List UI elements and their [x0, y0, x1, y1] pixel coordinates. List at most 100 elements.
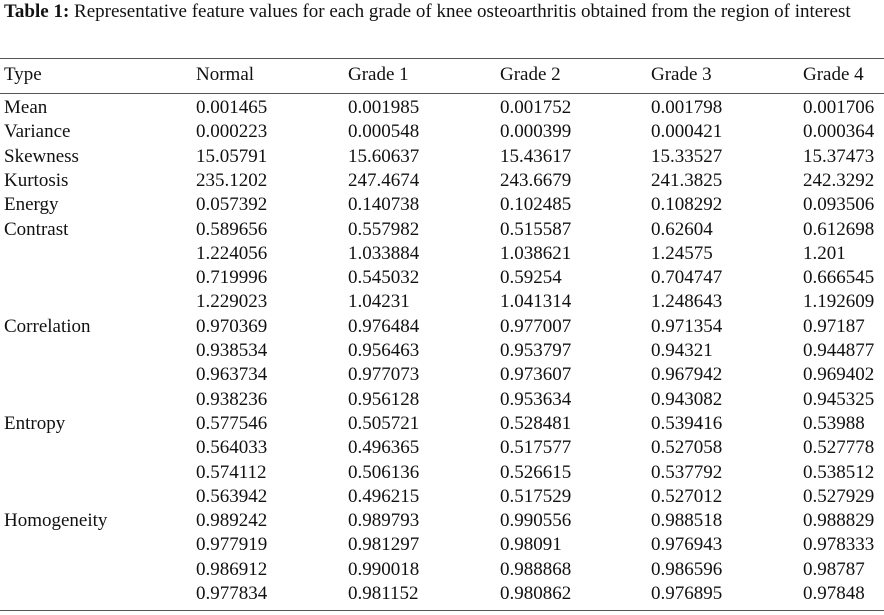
top-rule	[0, 58, 884, 59]
table-cell: 0.527778	[803, 437, 875, 459]
table-cell: 1.038621	[500, 242, 572, 264]
table-cell: 0.953634	[500, 388, 572, 410]
table-cell: 0.963734	[196, 364, 268, 386]
table-cell: 0.943082	[651, 388, 723, 410]
caption-text: Representative feature values for each g…	[74, 1, 851, 22]
table-cell: 0.589656	[196, 218, 268, 240]
table-cell: 1.248643	[651, 291, 723, 313]
table-cell: 243.6679	[500, 169, 572, 191]
row-type: Energy	[4, 194, 59, 216]
row-type: Contrast	[4, 218, 69, 240]
table-cell: 0.981297	[348, 534, 420, 556]
table-cell: 0.945325	[803, 388, 875, 410]
table-cell: 0.506136	[348, 461, 420, 483]
table-cell: 0.986912	[196, 558, 268, 580]
caption-label: Table 1:	[4, 1, 70, 22]
table-cell: 0.719996	[196, 267, 268, 289]
table-cell: 1.224056	[196, 242, 268, 264]
table-cell: 0.666545	[803, 267, 875, 289]
table-cell: 235.1202	[196, 169, 268, 191]
table-cell: 0.001752	[500, 97, 572, 118]
table-cell: 0.517577	[500, 437, 572, 459]
table-cell: 0.574112	[196, 461, 267, 483]
table-cell: 0.97848	[803, 583, 865, 604]
table-cell: 0.505721	[348, 412, 420, 434]
row-type: Kurtosis	[4, 169, 69, 191]
table-cell: 0.515587	[500, 218, 572, 240]
table-cell: 0.988868	[500, 558, 572, 580]
table-cell: 0.98091	[500, 534, 562, 556]
table-cell: 242.3292	[803, 169, 875, 191]
table-cell: 0.577546	[196, 412, 268, 434]
table-cell: 241.3825	[651, 169, 723, 191]
table-cell: 0.971354	[651, 315, 723, 337]
table-cell: 0.988518	[651, 510, 723, 532]
table-cell: 0.97187	[803, 315, 865, 337]
table-cell: 0.000548	[348, 121, 420, 143]
table-cell: 0.526615	[500, 461, 572, 483]
table-cell: 0.956128	[348, 388, 420, 410]
table-cell: 0.001465	[196, 97, 268, 118]
table-cell: 0.988829	[803, 510, 875, 532]
table-cell: 0.978333	[803, 534, 875, 556]
table-cell: 0.53988	[803, 412, 865, 434]
row-type: Homogeneity	[4, 510, 108, 532]
table-cell: 0.977834	[196, 583, 268, 604]
row-type: Skewness	[4, 145, 79, 167]
table-cell: 0.977007	[500, 315, 572, 337]
column-header: Normal	[196, 64, 255, 85]
table-cell: 0.956463	[348, 340, 420, 361]
table-cell: 0.938534	[196, 340, 268, 361]
table-cell: 0.140738	[348, 194, 420, 216]
table-cell: 0.977073	[348, 364, 420, 386]
table-cell: 1.033884	[348, 242, 420, 264]
table-cell: 0.545032	[348, 267, 420, 289]
table-cell: 0.496365	[348, 437, 420, 459]
table-cell: 0.527058	[651, 437, 723, 459]
table-cell: 0.973607	[500, 364, 572, 386]
column-header: Grade 4	[803, 64, 864, 85]
table-cell: 0.102485	[500, 194, 572, 216]
header-rule	[0, 93, 884, 94]
table-cell: 1.041314	[500, 291, 572, 313]
table-cell: 15.05791	[196, 145, 268, 167]
table-cell: 0.989793	[348, 510, 420, 532]
table-cell: 15.37473	[803, 145, 875, 167]
table-cell: 0.563942	[196, 485, 268, 507]
row-type: Mean	[4, 97, 48, 118]
table-cell: 0.528481	[500, 412, 572, 434]
table-cell: 0.001706	[803, 97, 875, 118]
table-cell: 0.527929	[803, 485, 875, 507]
column-header: Grade 2	[500, 64, 561, 85]
table-cell: 0.537792	[651, 461, 723, 483]
table-cell: 0.000421	[651, 121, 723, 143]
table-caption: Table 1: Representative feature values f…	[4, 0, 880, 24]
table-cell: 15.33527	[651, 145, 723, 167]
table-cell: 0.527012	[651, 485, 723, 507]
table-cell: 0.976943	[651, 534, 723, 556]
table-cell: 0.944877	[803, 340, 875, 361]
table-cell: 1.201	[803, 242, 846, 264]
table-cell: 0.980862	[500, 583, 572, 604]
row-type: Entropy	[4, 412, 66, 434]
table-cell: 0.557982	[348, 218, 420, 240]
table-cell: 0.976895	[651, 583, 723, 604]
table-cell: 0.000364	[803, 121, 875, 143]
table-cell: 0.108292	[651, 194, 723, 216]
table-cell: 15.60637	[348, 145, 420, 167]
table-cell: 0.057392	[196, 194, 268, 216]
table-cell: 1.24575	[651, 242, 713, 264]
table-cell: 0.981152	[348, 583, 419, 604]
table-cell: 1.229023	[196, 291, 268, 313]
table-cell: 0.990556	[500, 510, 572, 532]
table-cell: 0.539416	[651, 412, 723, 434]
table-cell: 0.001798	[651, 97, 723, 118]
table-cell: 0.970369	[196, 315, 268, 337]
table-cell: 0.704747	[651, 267, 723, 289]
table-cell: 0.564033	[196, 437, 268, 459]
table-cell: 0.62604	[651, 218, 713, 240]
table-cell: 0.000223	[196, 121, 268, 143]
table-cell: 0.000399	[500, 121, 572, 143]
column-header: Grade 3	[651, 64, 712, 85]
